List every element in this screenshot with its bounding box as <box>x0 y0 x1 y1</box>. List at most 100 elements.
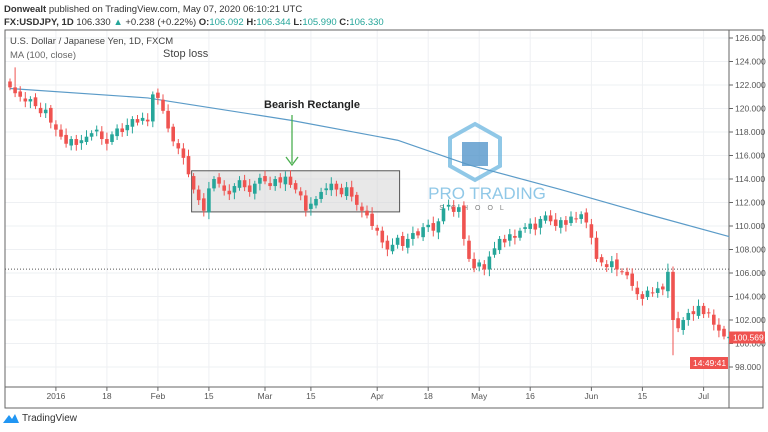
candle <box>487 256 492 270</box>
candle <box>8 81 12 88</box>
candle <box>324 188 328 191</box>
candle <box>237 180 242 188</box>
candle <box>421 227 425 238</box>
price-tick-label: 106.000 <box>735 268 766 278</box>
candle <box>635 287 640 295</box>
l-label: L: <box>293 17 303 28</box>
candle <box>171 126 175 142</box>
candle <box>125 124 130 131</box>
candle <box>110 134 114 142</box>
candle <box>589 224 594 238</box>
time-tick-label: 18 <box>423 391 433 401</box>
o-label: O: <box>198 17 210 28</box>
price-tick-label: 120.000 <box>735 104 766 114</box>
candle <box>59 129 63 137</box>
time-tick-label: Jun <box>585 391 599 401</box>
candle <box>441 208 446 222</box>
candle <box>130 119 135 127</box>
c-label: C: <box>339 17 350 28</box>
candle <box>513 235 517 238</box>
candle <box>186 156 191 175</box>
candle <box>273 179 277 187</box>
candle <box>604 264 609 268</box>
candle <box>436 221 441 233</box>
candle <box>523 227 527 229</box>
candle <box>395 237 400 245</box>
high: 106.344 <box>256 17 291 28</box>
candle <box>508 234 512 241</box>
candle <box>176 143 181 149</box>
candle <box>655 288 660 293</box>
candle <box>559 220 563 228</box>
time-tick-label: 15 <box>306 391 316 401</box>
candle <box>472 258 476 269</box>
candle <box>630 273 634 286</box>
candle <box>645 290 650 298</box>
h-label: H: <box>246 17 257 28</box>
candle <box>115 128 119 137</box>
candle <box>676 318 680 329</box>
candle <box>212 179 216 189</box>
candle <box>309 203 313 209</box>
candle <box>390 244 395 252</box>
time-tick-label: 15 <box>204 391 214 401</box>
candle <box>196 189 201 201</box>
close: 106.330 <box>349 17 384 28</box>
candle <box>84 136 89 142</box>
candle <box>54 124 58 130</box>
candle <box>43 109 48 114</box>
candle <box>451 206 456 212</box>
candle <box>69 139 73 146</box>
candle <box>411 233 415 239</box>
candle <box>446 204 451 207</box>
candle <box>293 183 298 190</box>
candle <box>314 198 318 206</box>
candle <box>722 328 726 337</box>
candle <box>349 187 354 197</box>
candle <box>339 187 344 195</box>
candle <box>599 257 604 263</box>
price-tick-label: 108.000 <box>735 245 766 255</box>
ma-100-line <box>9 87 730 238</box>
candle <box>288 176 293 185</box>
candle <box>717 324 721 331</box>
candle <box>64 134 68 144</box>
candle <box>222 185 226 191</box>
open: 106.092 <box>209 17 244 28</box>
candle <box>181 148 186 158</box>
time-tick-label: 15 <box>638 391 648 401</box>
candle <box>661 286 665 290</box>
chart-frame <box>4 29 764 409</box>
candle <box>686 312 691 320</box>
candle <box>319 191 323 199</box>
candle <box>38 107 43 114</box>
time-tick-label: Feb <box>151 391 166 401</box>
candle <box>166 110 170 129</box>
candle <box>610 261 614 268</box>
tradingview-logo[interactable]: TradingView <box>3 412 77 424</box>
candle <box>334 183 339 190</box>
time-tick-label: 16 <box>525 391 535 401</box>
author[interactable]: Donwealt <box>4 4 47 15</box>
price-tick-label: 114.000 <box>735 174 765 184</box>
time-tick-label: 18 <box>102 391 112 401</box>
candle <box>574 218 578 220</box>
up-arrow-icon: ▲ <box>113 17 123 28</box>
candle <box>385 240 390 250</box>
candle <box>242 180 247 188</box>
candle <box>140 117 145 121</box>
price-tick-label: 98.000 <box>735 362 761 372</box>
price-tick-label: 112.000 <box>735 198 765 208</box>
last-price-tag <box>729 331 765 344</box>
legend-ma[interactable]: MA (100, close) <box>10 50 76 61</box>
legend-title: U.S. Dollar / Japanese Yen, 1D, FXCM <box>10 36 174 47</box>
candle <box>304 195 308 211</box>
candle <box>268 183 272 187</box>
price-tick-label: 102.000 <box>735 315 766 325</box>
candle <box>416 231 420 236</box>
candle <box>33 97 38 107</box>
candle <box>620 271 624 273</box>
candle <box>207 188 211 213</box>
candle <box>156 92 160 98</box>
